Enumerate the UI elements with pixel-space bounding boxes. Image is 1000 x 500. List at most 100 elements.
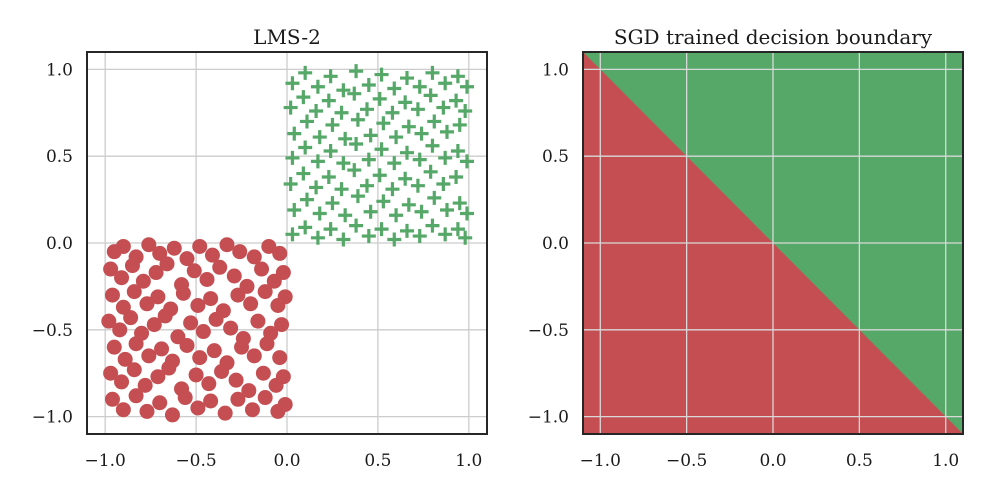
green-plus-point xyxy=(309,104,324,119)
green-plus-point xyxy=(349,64,364,79)
red-circle-point xyxy=(115,402,131,418)
green-plus-point xyxy=(460,154,474,169)
red-circle-point xyxy=(244,402,260,418)
red-circle-point xyxy=(214,363,230,379)
red-circle-point xyxy=(241,383,257,399)
green-plus-point xyxy=(438,150,453,165)
green-plus-point xyxy=(287,126,302,141)
green-plus-point xyxy=(360,102,374,117)
green-plus-point xyxy=(400,145,414,160)
left-axes-frame xyxy=(86,51,488,435)
red-circle-point xyxy=(104,287,120,303)
red-circle-point xyxy=(203,291,219,307)
red-circle-point xyxy=(159,256,175,272)
green-plus-point xyxy=(372,91,387,106)
sgd-decision-boundary-plot: −1.0 −0.5 0.0 0.5 1.0 −1.0 −0.5 0.0 0.5 1.0 SGD t… xyxy=(528,25,964,471)
red-circle-point xyxy=(115,238,131,254)
green-plus-point xyxy=(398,171,413,186)
red-circle-point xyxy=(123,310,139,326)
red-circle-point xyxy=(177,390,193,406)
red-circle-point xyxy=(243,296,259,312)
green-plus-point xyxy=(387,232,402,247)
red-circle-point xyxy=(137,377,153,393)
red-circle-point xyxy=(186,263,202,279)
red-circle-point xyxy=(272,350,288,366)
green-plus-point xyxy=(298,220,313,235)
green-plus-point xyxy=(309,180,324,195)
red-circle-point xyxy=(188,367,204,383)
right-chart-title: SGD trained decision boundary xyxy=(614,25,933,49)
green-plus-point xyxy=(458,230,473,245)
red-circle-point xyxy=(148,265,164,281)
green-plus-point xyxy=(323,222,338,237)
green-plus-point xyxy=(376,194,391,209)
green-plus-point xyxy=(360,178,374,193)
green-plus-point xyxy=(361,229,376,244)
red-circle-point xyxy=(124,258,140,274)
green-plus-point xyxy=(400,71,414,86)
red-circle-point xyxy=(141,237,157,253)
green-plus-point xyxy=(336,156,351,171)
green-plus-point xyxy=(412,152,427,167)
red-circle-point xyxy=(128,388,144,404)
x-tick-label: −1.0 xyxy=(580,451,621,471)
green-plus-point xyxy=(425,138,440,153)
red-circle-point xyxy=(275,369,291,385)
red-circle-point xyxy=(104,391,120,407)
red-circle-point xyxy=(259,336,275,352)
x-tick-label: −0.5 xyxy=(666,451,707,471)
x-tick-label: −1.0 xyxy=(85,451,126,471)
red-circle-point xyxy=(217,405,233,421)
left-chart-title: LMS-2 xyxy=(253,25,321,49)
green-plus-point xyxy=(412,79,427,94)
red-circle-point xyxy=(190,400,206,416)
green-plus-point xyxy=(296,166,311,181)
red-circle-point xyxy=(152,245,168,261)
red-circle-point xyxy=(183,315,199,331)
red-circle-point xyxy=(139,296,155,312)
red-circle-point xyxy=(146,317,162,333)
red-circle-point xyxy=(141,348,157,364)
green-plus-point xyxy=(347,163,362,178)
red-circle-point xyxy=(234,339,250,355)
red-circle-point xyxy=(208,311,224,327)
green-plus-point xyxy=(312,206,327,221)
green-plus-point xyxy=(287,203,302,218)
green-plus-point xyxy=(427,190,442,205)
red-circle-point xyxy=(154,341,170,357)
y-tick-label: 0.5 xyxy=(46,147,73,167)
green-plus-point xyxy=(389,208,404,223)
red-circle-point xyxy=(204,247,220,263)
y-tick-label: 1.0 xyxy=(542,60,569,80)
y-tick-label: −0.5 xyxy=(528,321,569,341)
red-circle-point xyxy=(272,245,288,261)
green-plus-point xyxy=(325,117,340,132)
green-plus-point xyxy=(350,112,365,127)
red-circle-point xyxy=(157,308,173,324)
green-plus-point xyxy=(361,77,376,92)
green-plus-point xyxy=(310,79,325,94)
red-circle-point xyxy=(179,337,195,353)
red-circle-point xyxy=(192,350,208,366)
green-plus-point xyxy=(450,222,465,237)
y-tick-label: 0.5 xyxy=(542,147,569,167)
green-plus-point xyxy=(298,65,313,80)
green-plus-point xyxy=(449,93,464,108)
red-circle-point xyxy=(250,313,266,329)
green-plus-point xyxy=(336,83,351,98)
green-plus-point xyxy=(423,164,438,179)
green-plus-point xyxy=(363,204,378,219)
green-plus-point xyxy=(452,196,467,211)
green-plus-point xyxy=(460,79,474,94)
green-plus-point xyxy=(363,128,378,143)
red-circle-point xyxy=(164,407,180,423)
green-plus-point xyxy=(283,176,298,191)
red-circle-point xyxy=(223,320,239,336)
green-plus-point xyxy=(321,93,336,108)
green-plus-point xyxy=(438,76,453,91)
red-circle-point xyxy=(201,376,217,392)
red-circle-point xyxy=(150,289,166,305)
green-plus-point xyxy=(310,230,325,245)
green-plus-point xyxy=(285,227,300,242)
